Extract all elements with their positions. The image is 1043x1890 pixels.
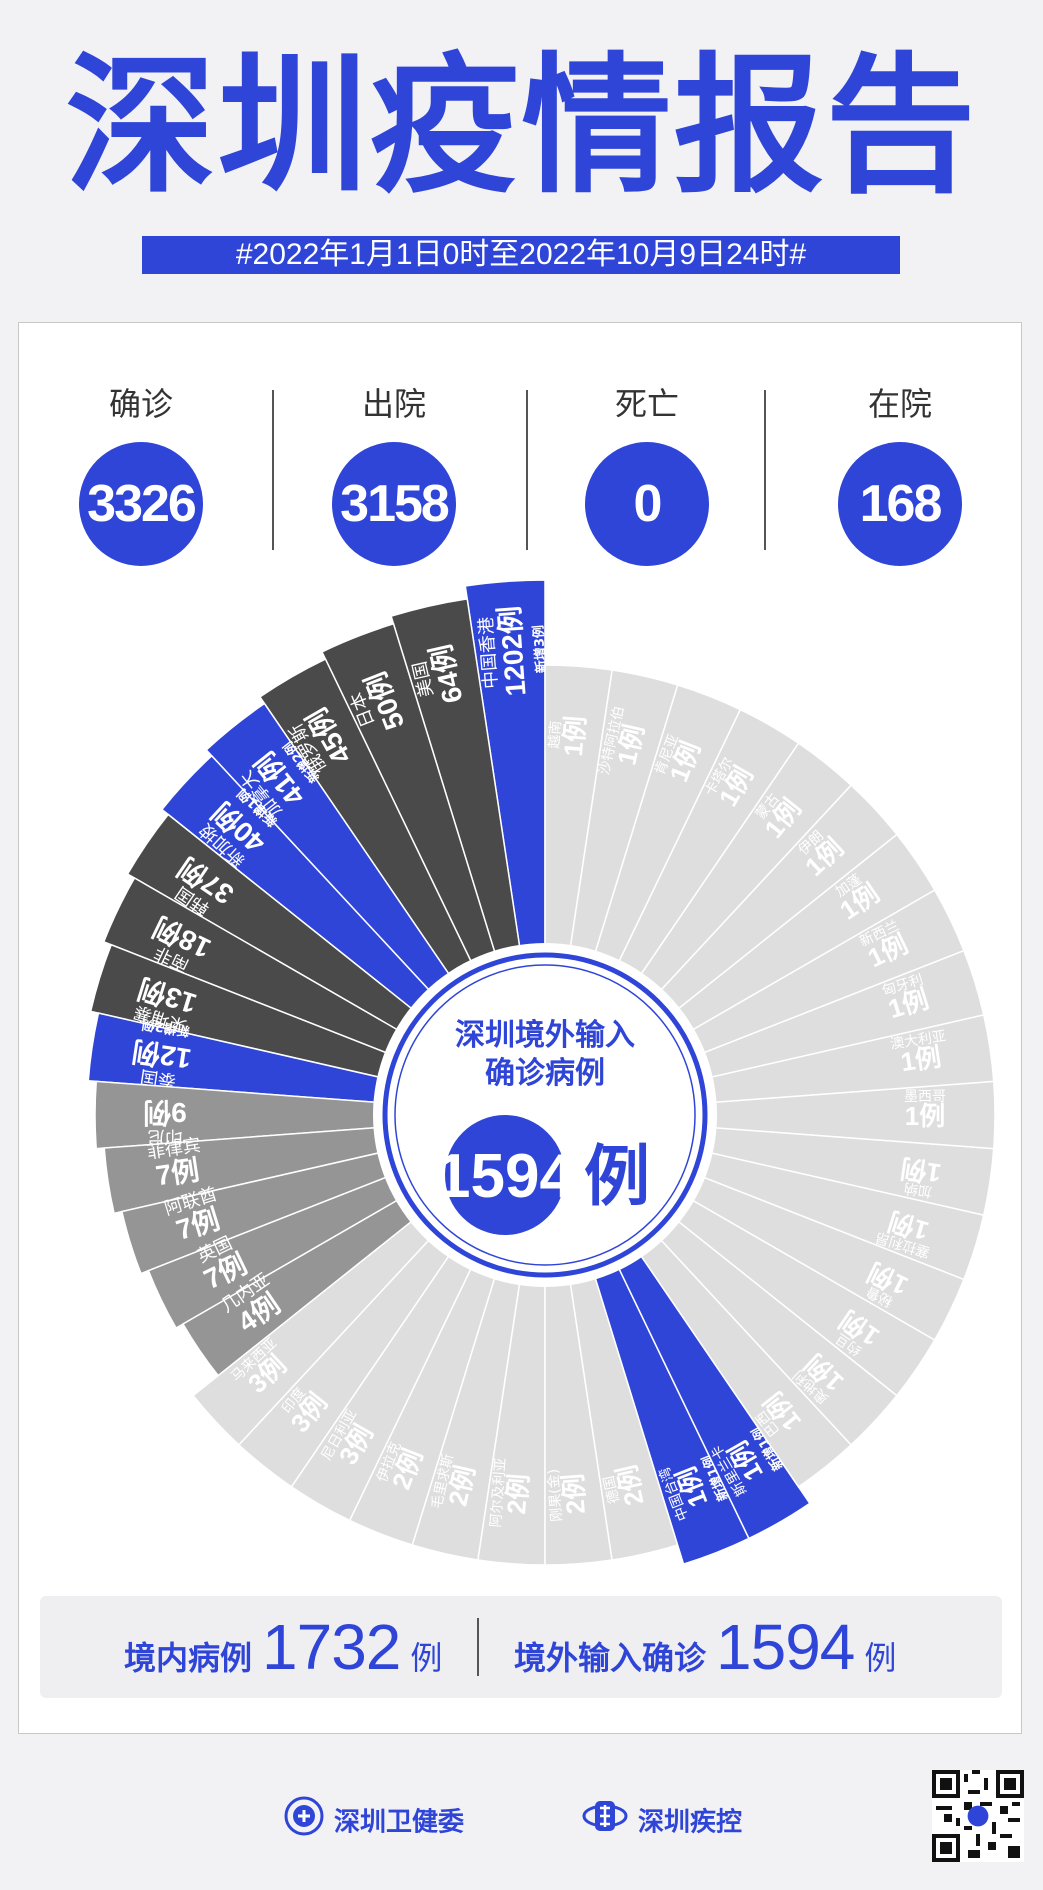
domestic-summary: 境内病例 1732 例 [124, 1596, 442, 1698]
divider [764, 390, 766, 550]
center-number: 1594 [436, 1142, 574, 1211]
imported-summary: 境外输入确诊 1594 例 [514, 1596, 896, 1698]
org-name: 深圳疾控 [638, 1807, 743, 1838]
health-commission-emblem-icon [284, 1796, 324, 1850]
center-hub [373, 943, 717, 1287]
imported-label: 境外输入确诊 [514, 1639, 707, 1677]
page-title: 深圳疫情报告 [65, 40, 978, 214]
stat-label: 出院 [361, 385, 426, 423]
slice-value: 1202例 [494, 605, 532, 697]
slice-new-cases: 新增2例 [141, 1016, 191, 1039]
slice-value: 2例 [558, 1473, 591, 1516]
stat-hospitalized: 在院 168 [835, 384, 965, 566]
pie-slice-label: 刚果(金)2例 [545, 1468, 591, 1522]
slice-value: 1例 [558, 715, 591, 758]
imported-value: 1594 [716, 1611, 855, 1683]
slice-value: 7例 [154, 1154, 202, 1191]
domestic-value: 1732 [262, 1611, 401, 1683]
slice-value: 2例 [501, 1473, 534, 1516]
divider [526, 390, 528, 550]
stat-deaths: 死亡 0 [582, 384, 712, 566]
footer-org-health-commission: 深圳卫健委 [284, 1796, 464, 1840]
slice-name: 越南 [546, 720, 564, 749]
domestic-label: 境内病例 [124, 1639, 253, 1677]
cdc-emblem-icon [582, 1796, 628, 1850]
divider [477, 1618, 479, 1676]
date-range-banner: #2022年1月1日0时至2022年10月9日24时# [142, 236, 900, 274]
stat-label: 死亡 [614, 385, 679, 423]
slice-value: 1例 [899, 1042, 943, 1078]
slice-name: 阿尔及利亚 [488, 1457, 509, 1528]
slice-value: 1例 [899, 1153, 943, 1189]
imported-unit: 例 [864, 1639, 897, 1677]
slice-name: 德国 [601, 1474, 623, 1505]
stat-confirmed: 确诊 3326 [76, 384, 206, 566]
org-name: 深圳卫健委 [334, 1807, 465, 1838]
center-ring [382, 952, 708, 1278]
center-title-line2: 确诊病例 [485, 1056, 605, 1091]
center-unit: 例 [584, 1138, 650, 1215]
stat-value: 0 [585, 442, 709, 566]
stat-label: 确诊 [108, 385, 173, 423]
slice-name: 刚果(金) [545, 1468, 565, 1522]
summary-bar: 境内病例 1732 例 境外输入确诊 1594 例 [40, 1596, 1002, 1698]
pie-slice [94, 1080, 546, 1150]
slice-name: 墨西哥 [904, 1089, 946, 1105]
stat-value: 168 [838, 442, 962, 566]
center-title-line1: 深圳境外输入 [455, 1018, 635, 1053]
center-number-circle [445, 1115, 565, 1235]
slice-name: 印尼 [147, 1126, 183, 1147]
slice-new-cases: 新增3例 [530, 625, 550, 674]
slice-value: 9例 [143, 1097, 187, 1128]
stat-discharged: 出院 3158 [329, 384, 459, 566]
divider [272, 390, 274, 550]
stat-label: 在院 [867, 385, 932, 423]
domestic-unit: 例 [410, 1639, 443, 1677]
slice-value: 1例 [905, 1101, 945, 1131]
stat-value: 3326 [79, 442, 203, 566]
footer-org-cdc: 深圳疾控 [582, 1796, 742, 1840]
slice-name: 加纳 [903, 1179, 933, 1199]
qr-code-icon [932, 1770, 1024, 1862]
stat-value: 3158 [332, 442, 456, 566]
center-inner-ring [394, 964, 696, 1266]
